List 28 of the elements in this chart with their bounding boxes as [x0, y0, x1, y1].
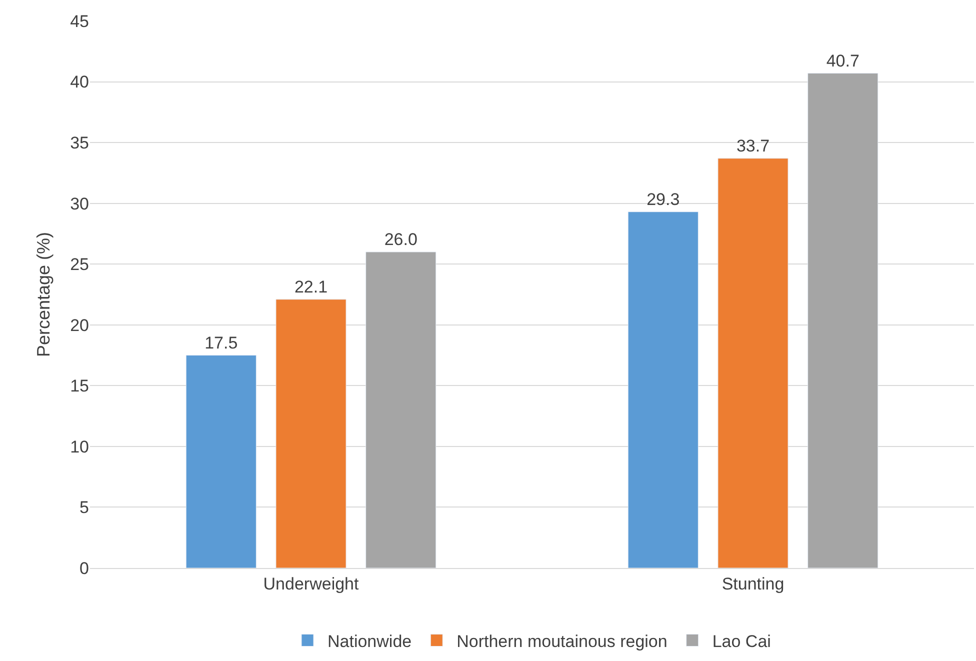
x-tick-label: Underweight: [263, 574, 359, 594]
data-label: 33.7: [736, 136, 770, 156]
y-tick-label: 30: [70, 194, 89, 214]
y-tick-label: 0: [80, 558, 89, 578]
bar: [718, 158, 788, 568]
bar: [276, 299, 346, 568]
data-label: 40.7: [826, 51, 860, 70]
bar: [628, 212, 698, 568]
data-label: 26.0: [384, 230, 418, 249]
legend-label: Northern moutainous region: [456, 632, 668, 651]
y-tick-label: 5: [80, 498, 89, 518]
legend-label: Nationwide: [328, 632, 412, 651]
y-tick-label: 35: [70, 134, 89, 153]
y-tick-label: 10: [70, 437, 89, 456]
y-tick-label: 15: [70, 376, 89, 396]
y-tick-label: 25: [70, 255, 89, 274]
y-tick-label: 45: [70, 12, 89, 31]
bar: [366, 252, 436, 568]
bar: [186, 355, 256, 568]
y-axis-title: Percentage (%): [33, 232, 54, 358]
y-tick-label: 20: [70, 316, 89, 335]
data-label: 17.5: [204, 333, 238, 352]
bar: [808, 73, 878, 568]
x-tick-label: Stunting: [722, 574, 784, 594]
data-label: 22.1: [294, 277, 328, 296]
y-tick-label: 40: [70, 72, 89, 92]
data-label: 29.3: [646, 190, 680, 209]
legend-label: Lao Cai: [712, 632, 771, 651]
